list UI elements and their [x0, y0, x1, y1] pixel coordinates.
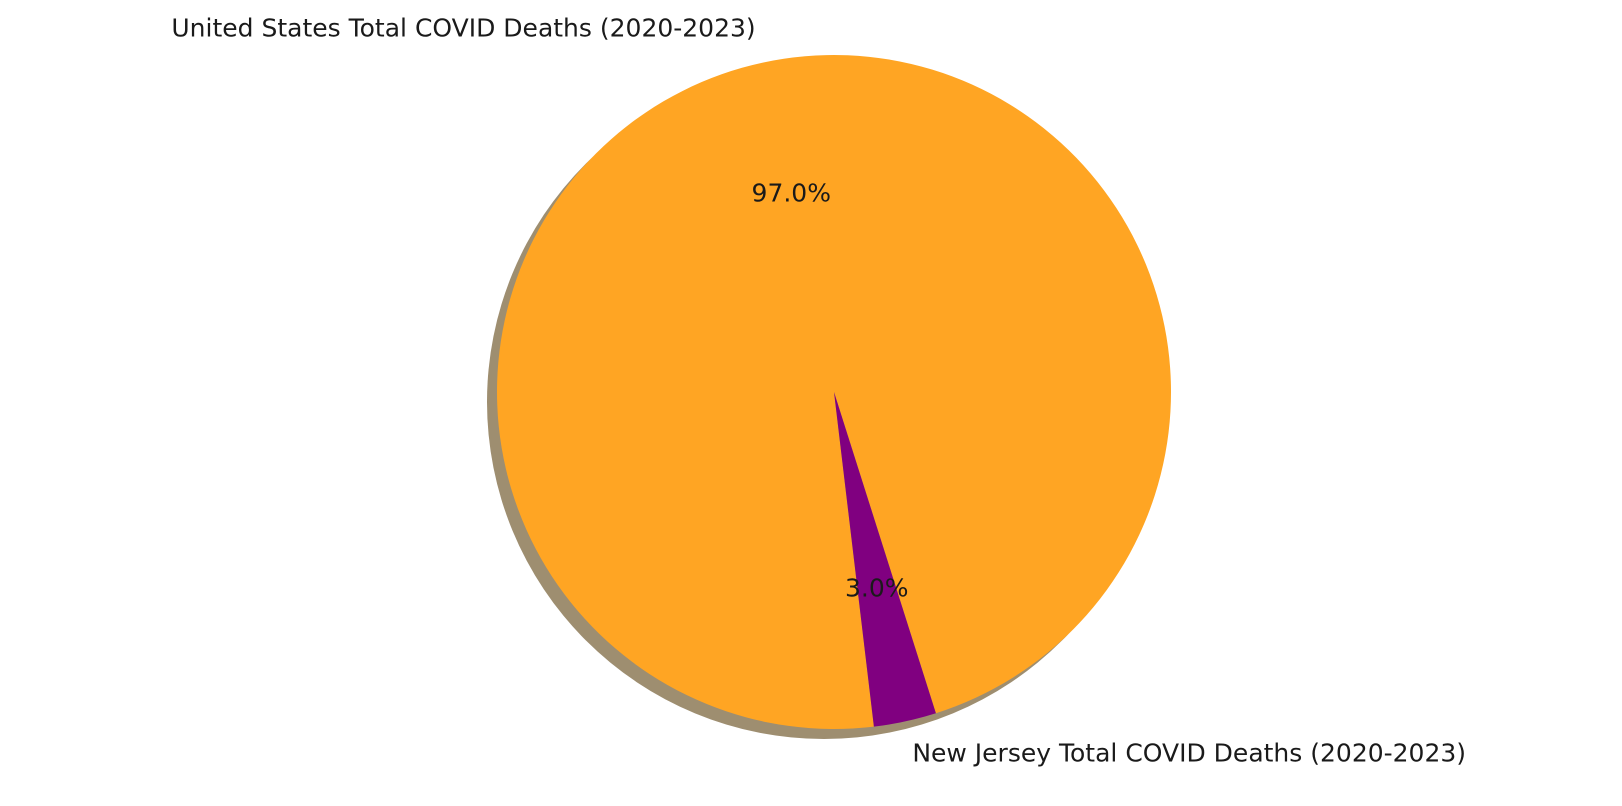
pie-percent-label-0: 97.0% — [752, 178, 831, 207]
pie-category-label-1: New Jersey Total COVID Deaths (2020-2023… — [912, 738, 1466, 767]
pie-category-label-0: United States Total COVID Deaths (2020-2… — [171, 14, 755, 43]
pie-slices — [496, 55, 1171, 729]
pie-labels: 97.0% United States Total COVID Deaths (2… — [171, 14, 1466, 768]
pie-slice-1 — [834, 392, 936, 727]
pie-slice-0 — [496, 55, 1171, 729]
pie-percent-label-1: 3.0% — [845, 574, 909, 603]
